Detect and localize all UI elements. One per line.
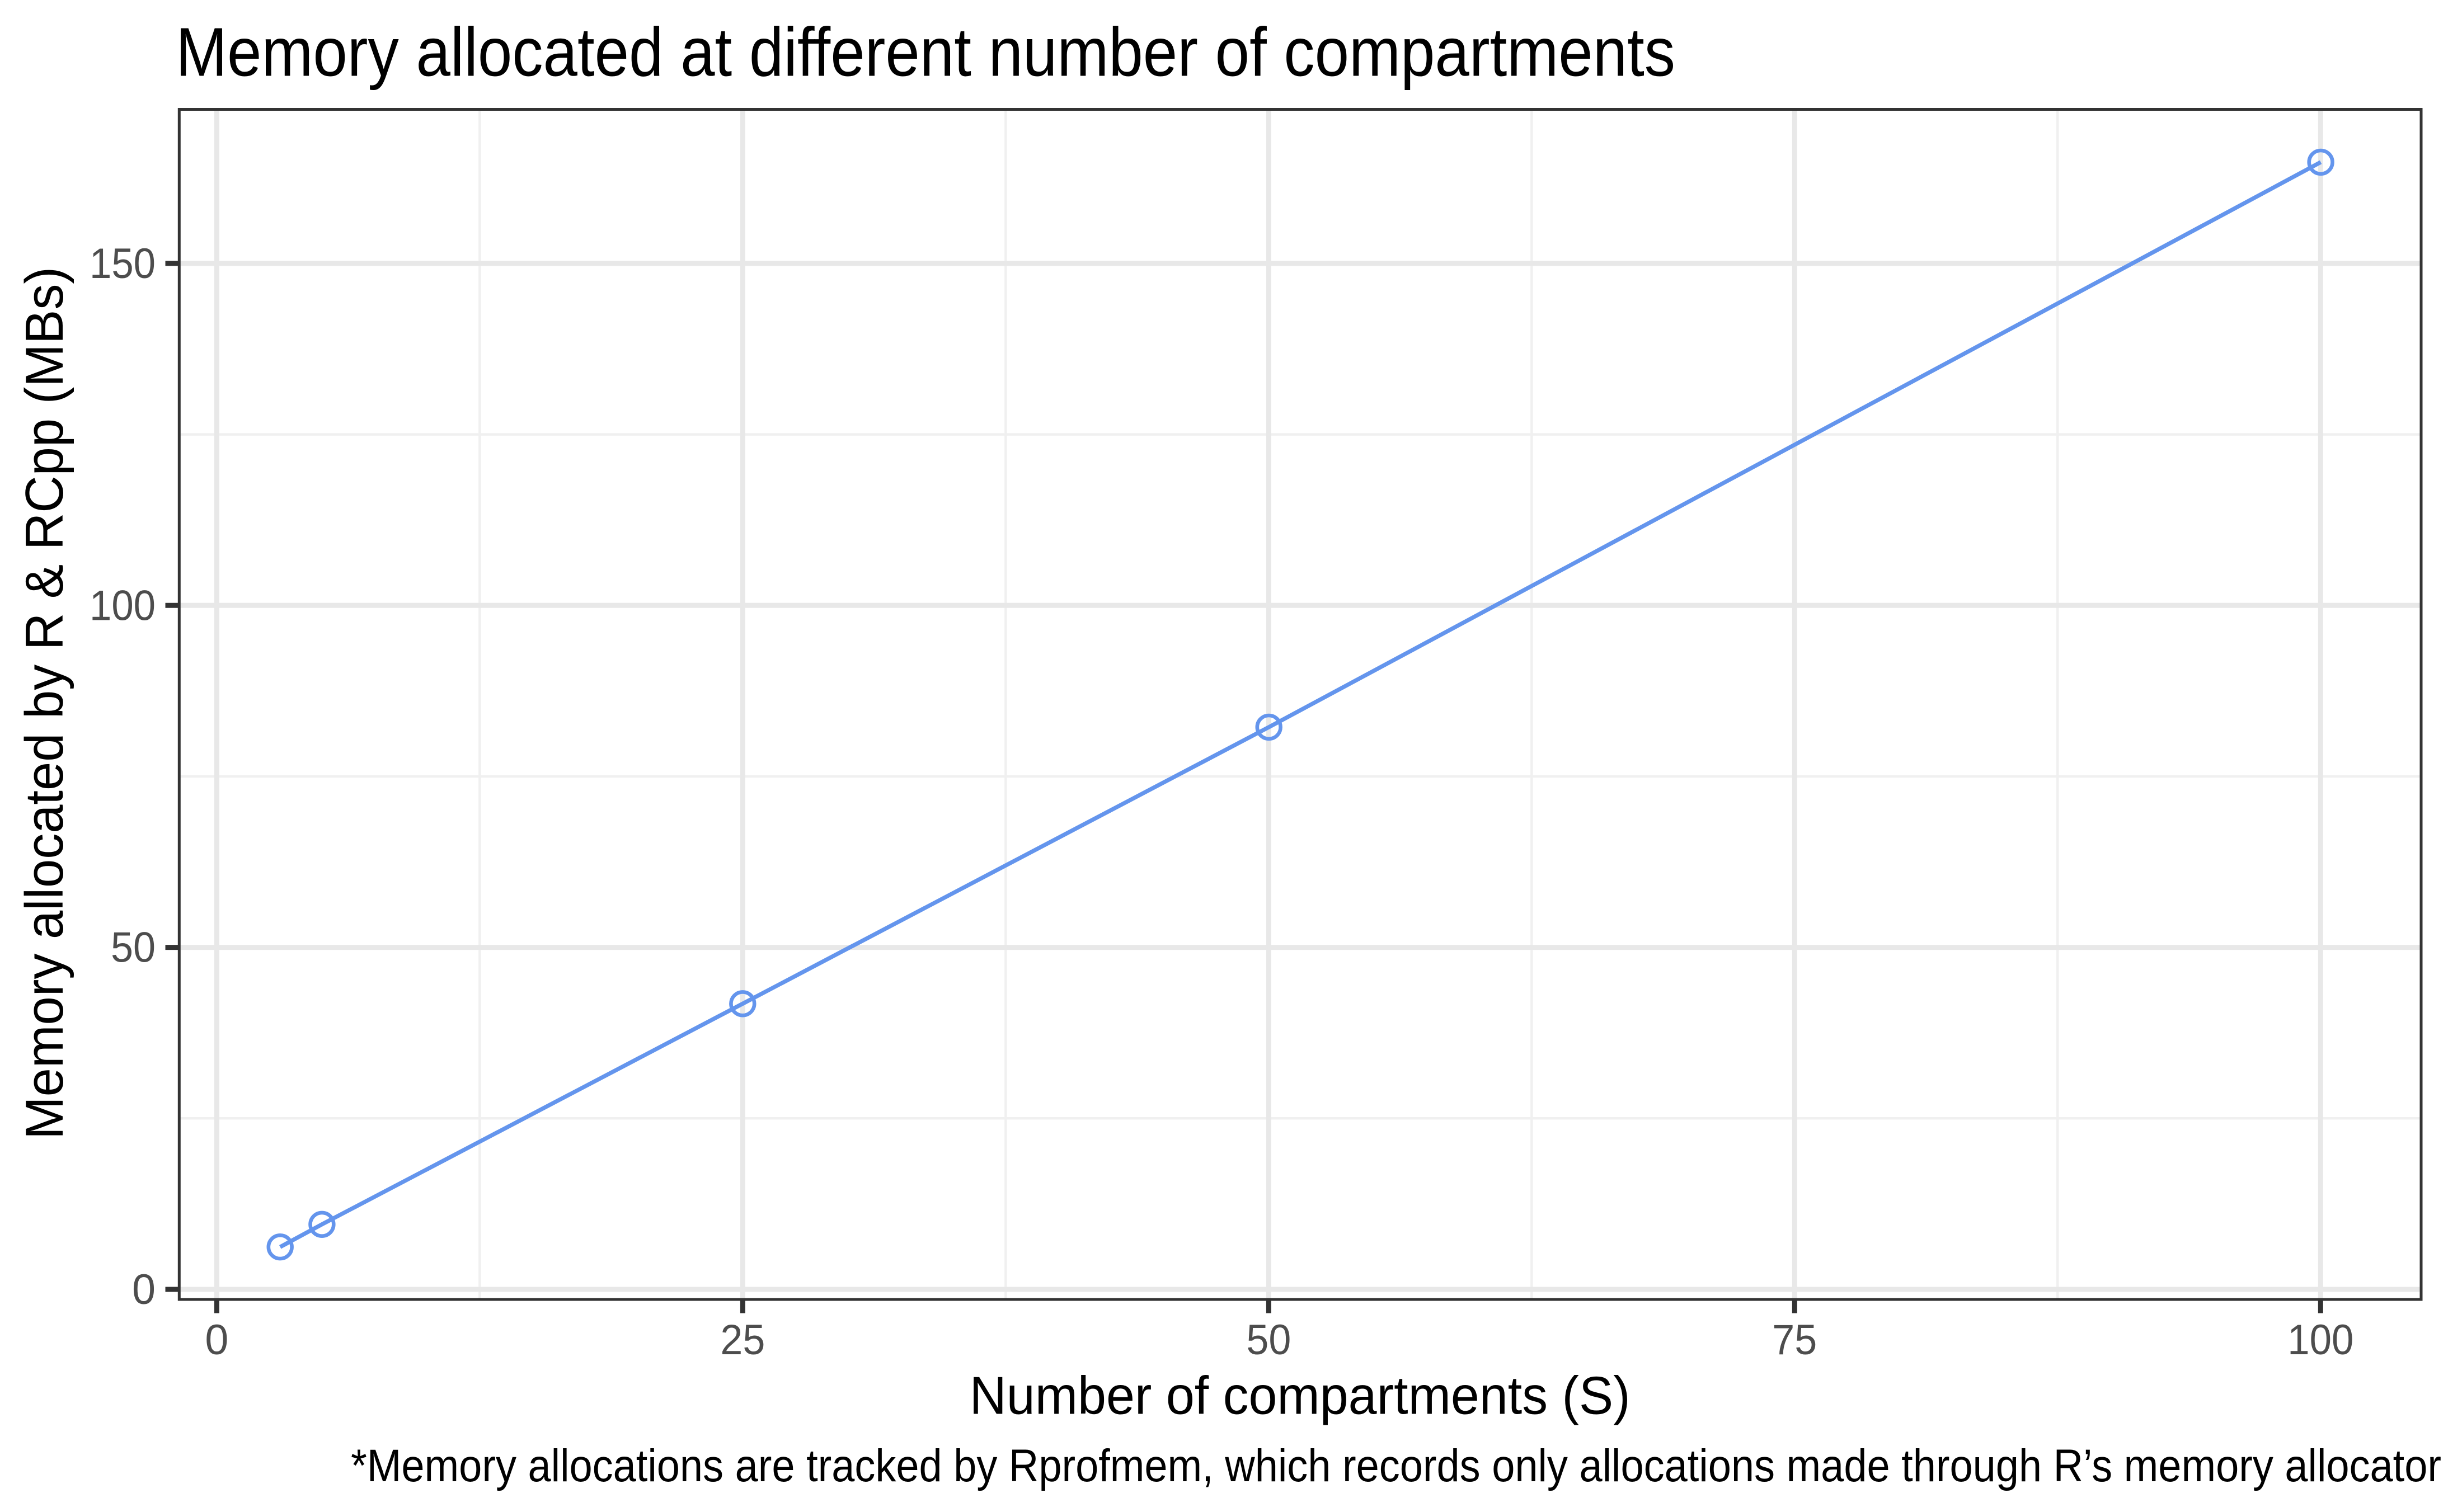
- svg-text:Memory allocated by R & RCpp (: Memory allocated by R & RCpp (MBs): [15, 267, 74, 1139]
- svg-text:Memory allocated at different: Memory allocated at different number of …: [176, 15, 1675, 91]
- svg-text:25: 25: [720, 1316, 765, 1364]
- svg-text:150: 150: [90, 240, 156, 288]
- svg-text:100: 100: [2287, 1316, 2353, 1364]
- svg-text:0: 0: [132, 1266, 156, 1313]
- svg-text:*Memory allocations are tracke: *Memory allocations are tracked by Rprof…: [351, 1440, 2441, 1491]
- svg-text:0: 0: [205, 1316, 228, 1364]
- svg-text:50: 50: [111, 924, 156, 972]
- svg-text:50: 50: [1246, 1316, 1291, 1364]
- svg-text:Number of compartments (S): Number of compartments (S): [970, 1365, 1631, 1425]
- svg-text:75: 75: [1772, 1316, 1817, 1364]
- svg-text:100: 100: [90, 582, 156, 629]
